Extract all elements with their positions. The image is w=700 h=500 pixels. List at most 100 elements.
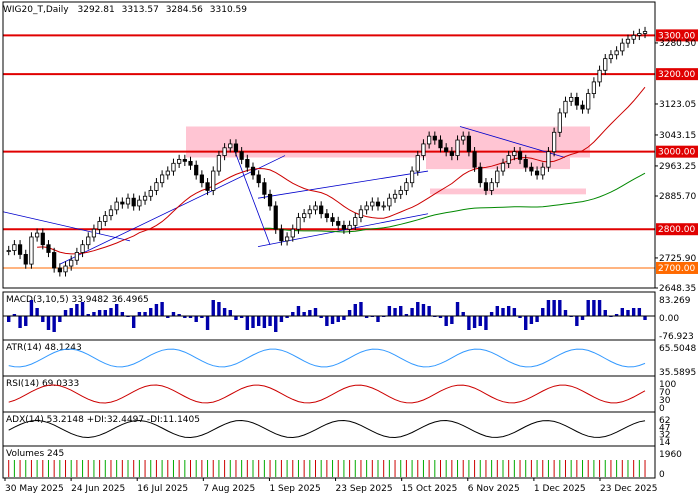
candle-body	[103, 215, 108, 222]
macd-bar	[637, 308, 642, 316]
macd-bar	[103, 310, 107, 316]
trendline-0	[2, 211, 131, 242]
x-tick-label: 7 Aug 2025	[203, 484, 255, 494]
macd-bar	[643, 316, 647, 320]
macd-bar	[217, 302, 221, 316]
candle	[461, 131, 466, 145]
candle	[307, 205, 312, 219]
panel-tick-rsi: 100	[659, 380, 676, 390]
y-tick-label: 2725.90	[659, 254, 696, 264]
macd-bar	[239, 316, 244, 318]
panel-title-rsi: RSI(14) 69.0333	[6, 379, 79, 389]
candle-body	[148, 190, 153, 197]
macd-bar	[120, 312, 125, 316]
candle	[552, 127, 557, 157]
candle	[239, 147, 244, 165]
macd-bar	[387, 306, 392, 316]
trendline-5	[234, 151, 271, 245]
candle	[631, 30, 636, 44]
macd-bar	[205, 316, 210, 330]
candle-body	[523, 159, 528, 168]
candle-body	[512, 151, 517, 156]
candle	[336, 216, 341, 230]
candle-body	[461, 135, 466, 141]
candle-body	[120, 201, 125, 205]
candle	[444, 143, 449, 157]
candle	[199, 170, 204, 188]
candle-body	[131, 197, 136, 207]
candle-body	[245, 159, 250, 168]
candle	[35, 228, 40, 242]
candle	[409, 166, 415, 188]
candle	[364, 201, 369, 215]
candle	[6, 245, 11, 256]
candle	[69, 255, 74, 271]
candle-body	[552, 131, 557, 153]
level-tag-label: 2700.00	[658, 264, 695, 274]
macd-bar	[404, 314, 409, 316]
candle-body	[97, 221, 102, 230]
candle-body	[250, 166, 256, 176]
candle-body	[574, 97, 579, 106]
candle-body	[12, 244, 17, 251]
candle-body	[580, 104, 585, 110]
macd-bar	[359, 302, 363, 316]
macd-bar	[501, 308, 505, 316]
candle-body	[597, 69, 602, 83]
candle-body	[319, 205, 324, 215]
candle-body	[546, 151, 551, 168]
candle	[569, 92, 574, 106]
candle	[580, 100, 585, 114]
macd-bar	[336, 316, 340, 322]
candle-body	[154, 182, 159, 191]
macd-bar	[41, 316, 45, 322]
macd-bar	[461, 312, 465, 316]
zone-0	[186, 126, 590, 158]
candle	[273, 201, 278, 234]
candle	[23, 249, 28, 269]
candle-body	[216, 155, 222, 172]
candle	[188, 156, 193, 170]
candle-body	[86, 236, 91, 246]
indicator-panels: MACD(3,10,5) 33.9482 36.4965 83.269 0.00 -7…	[2, 291, 696, 480]
macd-bar	[35, 308, 39, 316]
candle	[421, 139, 426, 161]
macd-bar	[506, 306, 511, 316]
panel-line-atr	[8, 348, 646, 368]
candle-body	[625, 38, 631, 44]
candle-body	[353, 217, 358, 226]
candle-body	[290, 228, 295, 238]
ohlc-close: 3310.59	[210, 5, 247, 15]
candle	[438, 135, 443, 153]
candle	[614, 46, 619, 60]
candle	[279, 224, 284, 246]
candle	[142, 191, 148, 205]
candle-body	[91, 228, 97, 238]
macd-bar	[302, 312, 306, 316]
macd-bar	[495, 306, 500, 316]
candle	[159, 170, 165, 188]
macd-bar	[353, 304, 357, 316]
x-tick-label: 24 Jun 2025	[71, 484, 125, 494]
candle	[177, 154, 182, 168]
macd-bar	[620, 308, 625, 316]
macd-bar	[274, 316, 278, 332]
candle-body	[449, 151, 454, 156]
y-tick-label: 2648.35	[659, 284, 696, 294]
ohlc-open: 3292.81	[78, 5, 115, 15]
macd-bar	[97, 310, 102, 316]
candle	[103, 210, 108, 227]
macd-bar	[137, 312, 142, 316]
x-tick-label: 23 Dec 2025	[600, 484, 658, 494]
macd-bar	[347, 310, 352, 316]
symbol-label: WIG20_T,Daily	[3, 5, 69, 15]
candle-body	[40, 232, 45, 246]
candle-body	[267, 193, 273, 207]
candle-body	[398, 190, 403, 195]
panel-tick-macd: -76.923	[659, 332, 694, 342]
macd-bar	[399, 306, 403, 316]
macd-bar	[467, 316, 471, 330]
y-tick-label: 3280.50	[659, 39, 696, 49]
macd-bar	[410, 308, 414, 316]
